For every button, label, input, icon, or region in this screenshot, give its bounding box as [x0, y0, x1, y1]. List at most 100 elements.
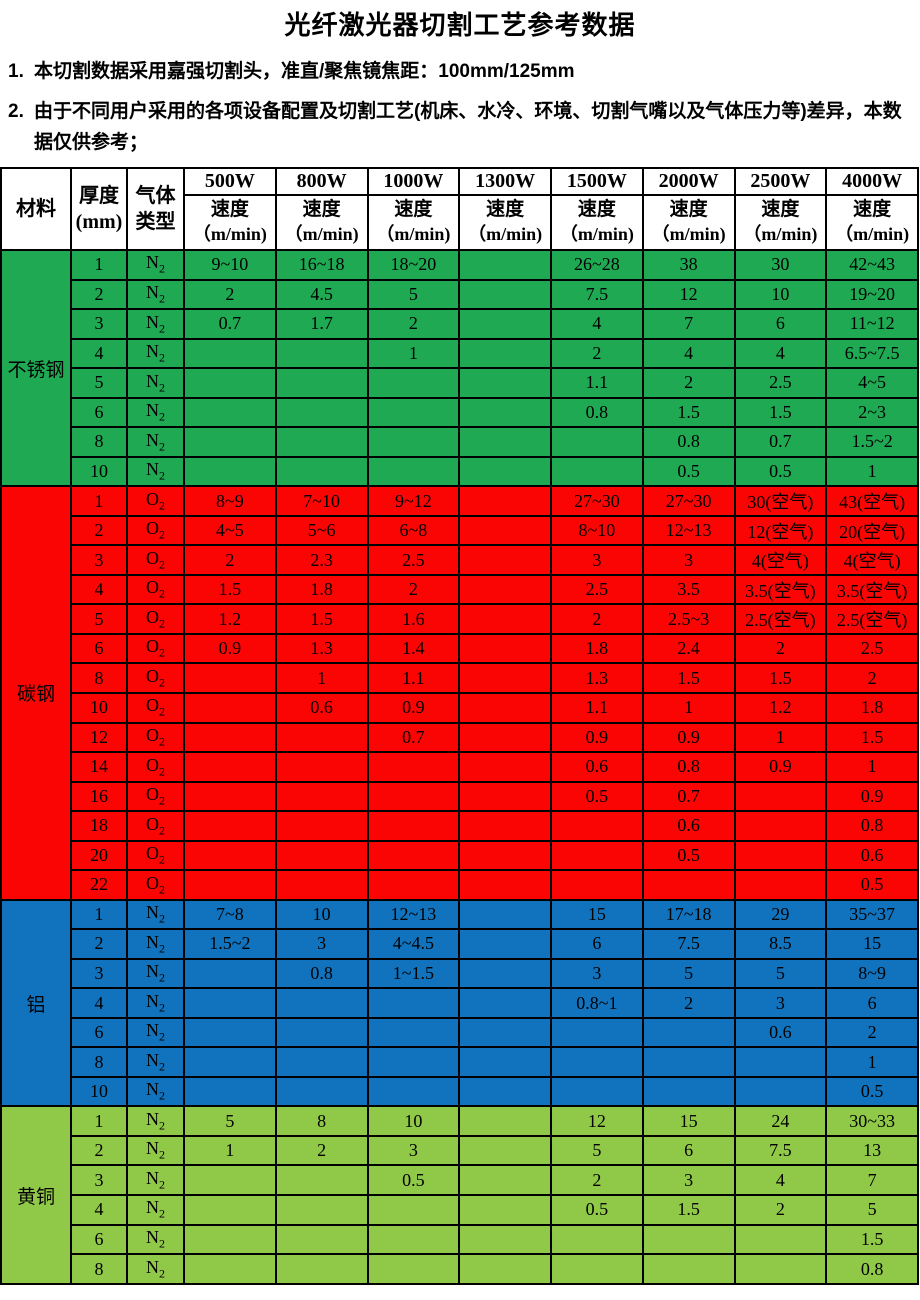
gas-cell: N2 — [126, 1134, 185, 1167]
speed-cell: 27~30 — [641, 485, 736, 517]
speed-header-2500w: 速度 （m/min) — [733, 194, 828, 251]
gas-cell: N2 — [126, 1075, 185, 1108]
speed-cell — [274, 721, 369, 754]
speed-cell: 4 — [550, 308, 644, 340]
speed-cell: 0.8 — [825, 810, 919, 842]
gas-cell: N2 — [126, 1105, 185, 1137]
speed-cell: 38 — [641, 249, 736, 281]
thickness-cell: 4 — [70, 573, 128, 606]
speed-cell — [274, 1253, 369, 1285]
speed-label: 速度 — [577, 198, 616, 220]
speed-cell: 2 — [550, 337, 644, 370]
speed-cell: 12(空气) — [733, 514, 828, 547]
speed-cell — [550, 1253, 644, 1285]
note-2-text: 由于不同用户采用的各项设备配置及切割工艺(机床、水冷、环境、切割气嘴以及气体压力… — [34, 101, 902, 153]
thickness-cell: 10 — [70, 691, 128, 724]
speed-cell: 0.5 — [550, 780, 644, 813]
speed-cell — [366, 1046, 461, 1078]
gas-type-header: 气体 类型 — [126, 167, 185, 251]
table-row: 16 O2 0.5 0.7 0.9 — [1, 780, 919, 813]
speed-cell: 0.9 — [733, 751, 828, 783]
gas-cell: N2 — [126, 1223, 185, 1256]
speed-cell: 5 — [183, 1105, 277, 1137]
speed-cell — [458, 898, 552, 931]
thickness-cell: 10 — [70, 1075, 128, 1108]
speed-cell: 1 — [183, 1134, 277, 1167]
table-row: 18 O2 0.6 0.8 — [1, 810, 919, 842]
thickness-cell: 3 — [70, 544, 128, 576]
speed-cell: 0.8 — [641, 426, 736, 458]
speed-cell — [183, 337, 277, 370]
speed-cell — [641, 1016, 736, 1049]
speed-cell: 0.7 — [366, 721, 461, 754]
speed-cell: 18~20 — [366, 249, 461, 281]
thickness-cell: 1 — [70, 898, 128, 931]
speed-cell: 0.5 — [733, 455, 828, 488]
speed-cell: 1.8 — [825, 691, 919, 724]
speed-cell: 7 — [641, 308, 736, 340]
speed-cell — [366, 1223, 461, 1256]
thickness-cell: 5 — [70, 367, 128, 399]
table-row: 黄铜 1 N2 5 8 10 12 15 24 30~33 — [0, 1105, 919, 1285]
speed-cell — [733, 1075, 828, 1108]
speed-cell: 7.5 — [550, 278, 644, 311]
speed-cell — [366, 1016, 461, 1049]
gas-cell: O2 — [126, 632, 185, 665]
speed-cell — [183, 1253, 277, 1285]
speed-cell — [733, 1223, 828, 1256]
power-header-1300w: 1300W — [458, 167, 552, 196]
table-row: 2 O2 4~5 5~6 6~8 8~10 12~13 12(空气) 20(空气) — [1, 514, 919, 547]
speed-cell: 10 — [366, 1105, 461, 1137]
speed-cell: 0.9 — [641, 721, 736, 754]
gas-cell: O2 — [126, 662, 185, 694]
speed-header-row: 速度 （m/min) 速度 （m/min) 速度 （m/min) 速度 （m/min) … — [1, 194, 919, 251]
speed-unit: （m/min) — [468, 223, 543, 244]
speed-header-1300w: 速度 （m/min) — [458, 194, 552, 251]
speed-cell — [550, 839, 644, 872]
speed-cell: 1.5 — [825, 1223, 919, 1256]
thickness-cell: 12 — [70, 721, 128, 754]
speed-cell: 3 — [274, 928, 369, 960]
page-title: 光纤激光器切割工艺参考数据 — [284, 10, 636, 40]
speed-cell — [183, 1164, 277, 1196]
speed-cell: 4~5 — [825, 367, 919, 399]
thickness-cell: 6 — [70, 1016, 128, 1049]
table-row: 2 N2 1.5~2 3 4~4.5 6 7.5 8.5 15 — [1, 928, 919, 960]
speed-cell: 0.9 — [825, 780, 919, 813]
speed-cell — [458, 337, 552, 370]
speed-cell: 2 — [641, 367, 736, 399]
thickness-cell: 8 — [70, 662, 128, 694]
thickness-cell: 1 — [70, 249, 128, 281]
gas-cell: N2 — [126, 1016, 185, 1049]
speed-unit: （m/min) — [559, 223, 634, 244]
thickness-cell: 2 — [70, 1134, 128, 1167]
speed-cell — [458, 810, 552, 842]
speed-cell: 2 — [274, 1134, 369, 1167]
speed-cell: 2 — [825, 1016, 919, 1049]
speed-label: 速度 — [302, 198, 341, 220]
thickness-cell: 22 — [70, 869, 128, 901]
speed-cell — [183, 1075, 277, 1108]
speed-cell: 12 — [550, 1105, 644, 1137]
table-row: 5 N2 1.1 2 2.5 4~5 — [1, 367, 919, 399]
speed-cell: 8.5 — [733, 928, 828, 960]
speed-cell: 8~10 — [550, 514, 644, 547]
speed-cell: 5 — [733, 957, 828, 990]
speed-cell: 5 — [641, 957, 736, 990]
speed-cell: 2.5 — [733, 367, 828, 399]
gas-cell: N2 — [126, 957, 185, 990]
thickness-cell: 8 — [70, 1253, 128, 1285]
note-1: 1. 本切割数据采用嘉强切割头，准直/聚焦镜焦距：100mm/125mm — [8, 56, 914, 87]
power-header-row: 材料 厚度 (mm) 气体 类型 500W 800W 1000W 1300W 1… — [0, 167, 919, 251]
speed-cell — [458, 249, 552, 281]
speed-cell: 2 — [183, 278, 277, 311]
speed-cell: 3 — [550, 957, 644, 990]
note-1-text: 本切割数据采用嘉强切割头，准直/聚焦镜焦距：100mm/125mm — [34, 61, 575, 82]
speed-cell: 13 — [825, 1134, 919, 1167]
gas-cell: O2 — [126, 751, 185, 783]
speed-cell: 0.5 — [366, 1164, 461, 1196]
speed-cell — [458, 455, 552, 488]
speed-cell — [274, 1194, 369, 1226]
speed-cell — [366, 455, 461, 488]
thickness-cell: 3 — [70, 1164, 128, 1196]
